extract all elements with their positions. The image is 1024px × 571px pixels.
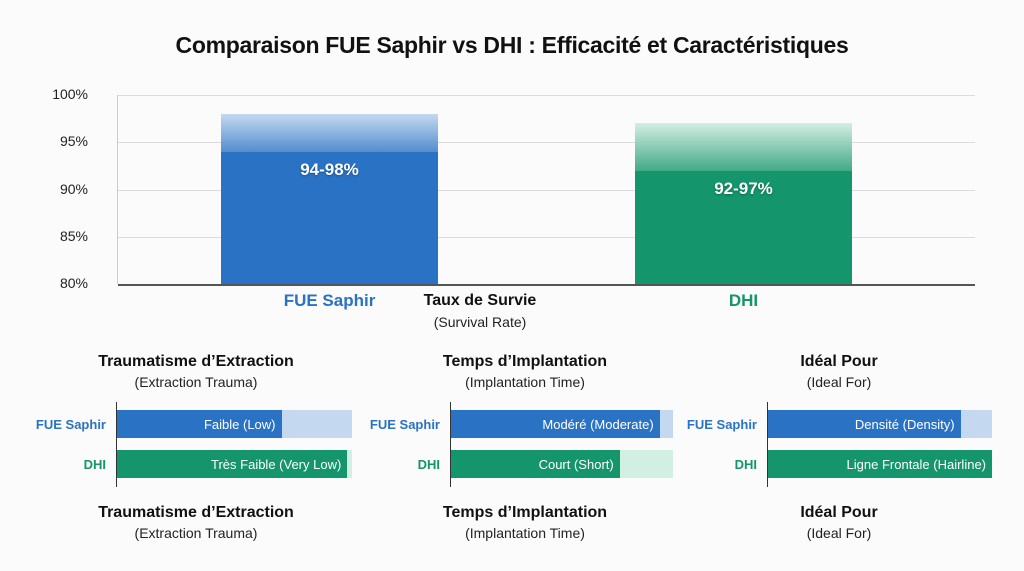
bar-range-upper	[635, 123, 852, 171]
x-category-label: FUE Saphir	[283, 291, 376, 310]
y-tick-label: 80%	[59, 275, 88, 291]
chart-title: Comparaison FUE Saphir vs DHI : Efficaci…	[175, 32, 849, 58]
x-axis-sublabel: (Survival Rate)	[433, 314, 527, 330]
row-label: FUE Saphir	[686, 417, 757, 432]
panel-subtitle: (Implantation Time)	[465, 374, 585, 390]
panel-subtitle: (Extraction Trauma)	[134, 374, 258, 390]
footer-subtitle: (Implantation Time)	[465, 525, 585, 541]
footer-title: Temps d’Implantation	[442, 504, 608, 521]
row-label: FUE Saphir	[369, 417, 440, 432]
bar-track: Densité (Density)	[768, 410, 992, 438]
x-category-label: DHI	[728, 291, 759, 310]
bar-data-label: 92-97%	[714, 178, 773, 198]
bar-track: Très Faible (Very Low)	[117, 450, 352, 478]
bar-fue-saphir: Densité (Density)	[768, 410, 961, 438]
bar-track: Modéré (Moderate)	[451, 410, 673, 438]
bar-dhi: Ligne Frontale (Hairline)	[768, 450, 992, 478]
footer-title: Idéal Pour	[800, 504, 878, 521]
y-tick-label: 100%	[52, 86, 88, 102]
bar-dhi: Très Faible (Very Low)	[117, 450, 348, 478]
footer-subtitle: (Extraction Trauma)	[134, 525, 258, 541]
bar-track: Faible (Low)	[117, 410, 352, 438]
y-axis	[117, 95, 118, 284]
y-tick-label: 95%	[59, 133, 88, 150]
y-tick-label: 85%	[59, 227, 88, 244]
bar-data-label: 94-98%	[300, 159, 359, 179]
panel-axis	[767, 402, 768, 487]
gridline	[118, 284, 975, 286]
bar-fue-saphir: Faible (Low)	[117, 410, 282, 438]
bar-fue-saphir: Modéré (Moderate)	[451, 410, 660, 438]
panel-title: Traumatisme d’Extraction	[98, 353, 294, 370]
gridline	[118, 189, 975, 191]
gridline	[118, 236, 975, 238]
panel-axis	[116, 402, 117, 487]
gridline	[118, 95, 975, 96]
footer-title: Traumatisme d’Extraction	[98, 504, 294, 521]
row-label: DHI	[734, 457, 757, 472]
bar-track: Ligne Frontale (Hairline)	[768, 450, 992, 478]
bar-range-upper	[221, 113, 438, 152]
y-tick-label: 90%	[59, 180, 88, 197]
panel-title: Temps d’Implantation	[442, 353, 608, 370]
row-label: DHI	[417, 457, 440, 472]
footer-subtitle: (Ideal For)	[806, 525, 872, 541]
panel-title: Idéal Pour	[800, 353, 878, 370]
panel-subtitle: (Ideal For)	[806, 374, 872, 390]
gridline	[118, 142, 975, 144]
x-axis-label: Taux de Survie	[423, 292, 537, 309]
bar-fue-saphir	[221, 151, 438, 284]
row-label: DHI	[83, 457, 106, 472]
panel-axis	[450, 402, 451, 487]
bar-dhi	[635, 170, 852, 284]
bar-track: Court (Short)	[451, 450, 673, 478]
bar-dhi: Court (Short)	[451, 450, 620, 478]
row-label: FUE Saphir	[35, 417, 106, 432]
